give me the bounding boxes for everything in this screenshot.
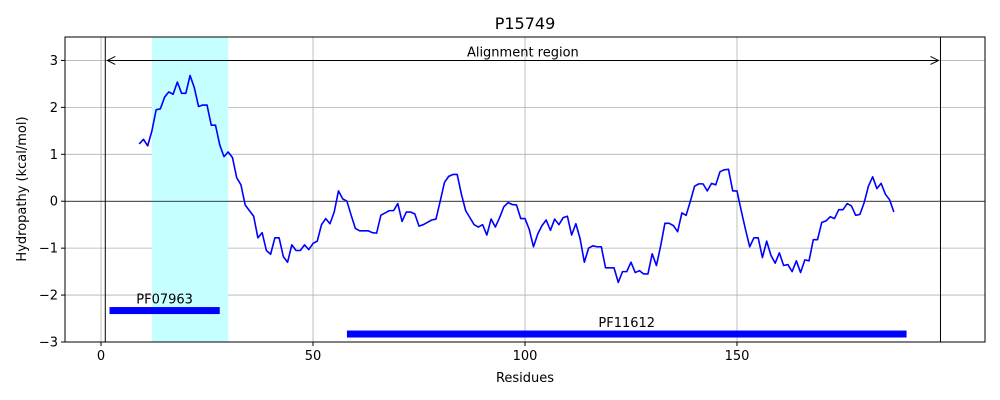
domain-layer: PF07963 PF11612 <box>109 293 907 338</box>
tick-layer: 0 50 100 150 −3 −2 −1 0 1 2 3 <box>39 54 750 364</box>
alignment-arrow-layer: Alignment region <box>106 45 940 65</box>
series-layer <box>138 74 895 284</box>
x-axis-label: Residues <box>496 371 554 386</box>
y-tick-label: 1 <box>50 148 58 163</box>
x-tick-label: 150 <box>725 349 750 364</box>
x-tick-label: 50 <box>305 349 322 364</box>
domain-label: PF11612 <box>598 316 655 331</box>
x-tick-label: 0 <box>97 349 105 364</box>
domain-bar <box>109 307 220 315</box>
y-tick-label: −1 <box>39 242 58 257</box>
chart-title: P15749 <box>495 14 556 33</box>
y-tick-label: 3 <box>50 54 58 69</box>
hydropathy-line <box>138 74 895 284</box>
y-tick-label: 0 <box>50 195 58 210</box>
domain-label: PF07963 <box>136 293 193 308</box>
highlight-region-layer <box>151 37 229 342</box>
reference-lines <box>65 37 985 342</box>
y-axis-label: Hydropathy (kcal/mol) <box>15 116 30 261</box>
alignment-arrow-left-head <box>106 56 116 65</box>
y-tick-label: 2 <box>50 101 58 116</box>
x-tick-label: 100 <box>513 349 538 364</box>
y-tick-label: −2 <box>39 289 58 304</box>
domain-bar <box>346 330 907 338</box>
y-tick-label: −3 <box>39 336 58 351</box>
highlight-region <box>151 37 229 342</box>
alignment-arrow-right-head <box>930 56 940 65</box>
alignment-region-label: Alignment region <box>467 45 579 60</box>
